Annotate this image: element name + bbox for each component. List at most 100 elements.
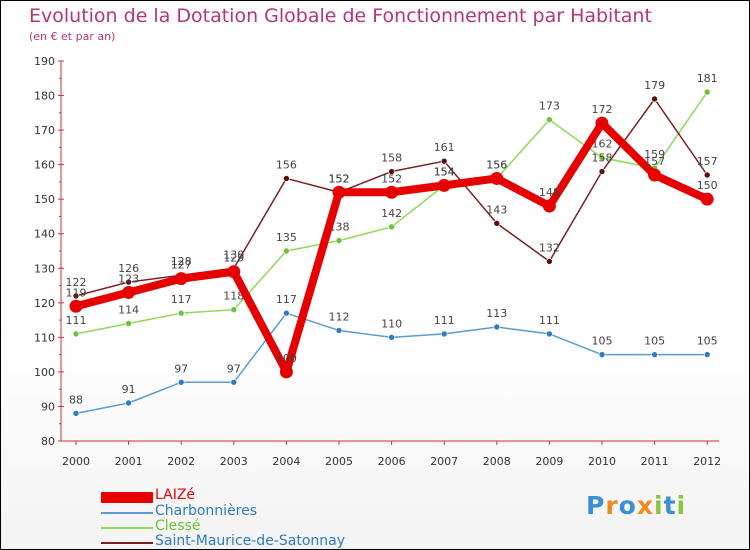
logo-letter: o bbox=[618, 491, 637, 520]
data-label: 105 bbox=[697, 335, 718, 348]
y-tick-label: 160 bbox=[34, 159, 55, 172]
data-label: 91 bbox=[122, 383, 136, 396]
x-tick-label: 2010 bbox=[588, 455, 616, 468]
data-point bbox=[703, 88, 711, 96]
data-label: 159 bbox=[644, 148, 665, 161]
data-label: 158 bbox=[381, 152, 402, 165]
data-point bbox=[388, 223, 395, 231]
y-tick-label: 140 bbox=[34, 228, 55, 241]
y-tick-label: 120 bbox=[34, 297, 55, 310]
data-point bbox=[72, 330, 80, 338]
data-label: 88 bbox=[69, 393, 83, 406]
legend-item-charbonnieres: Charbonnières bbox=[101, 503, 401, 520]
data-label: 142 bbox=[381, 207, 402, 220]
data-point bbox=[440, 157, 448, 165]
data-label: 119 bbox=[66, 286, 87, 299]
data-label: 114 bbox=[118, 304, 139, 317]
data-point bbox=[651, 351, 658, 358]
y-tick-label: 80 bbox=[41, 435, 55, 448]
data-label: 97 bbox=[174, 362, 188, 375]
data-label: 161 bbox=[434, 141, 455, 154]
data-point bbox=[700, 192, 714, 206]
data-label: 110 bbox=[381, 317, 402, 330]
data-label: 173 bbox=[539, 100, 560, 113]
data-label: 100 bbox=[276, 352, 297, 365]
y-tick-label: 150 bbox=[34, 193, 55, 206]
x-tick-label: 2002 bbox=[167, 455, 195, 468]
data-label: 156 bbox=[486, 158, 507, 171]
data-point bbox=[125, 320, 132, 327]
data-point bbox=[493, 220, 501, 227]
data-point bbox=[598, 351, 606, 358]
x-tick-label: 2000 bbox=[62, 455, 90, 468]
data-point bbox=[69, 299, 83, 313]
data-point bbox=[125, 399, 132, 407]
data-point bbox=[648, 168, 662, 182]
data-point bbox=[493, 323, 501, 331]
data-label: 150 bbox=[697, 179, 718, 192]
data-label: 117 bbox=[276, 293, 297, 306]
data-label: 152 bbox=[329, 172, 350, 185]
x-tick-label: 2004 bbox=[272, 455, 300, 468]
data-label: 143 bbox=[486, 203, 507, 216]
y-tick-label: 180 bbox=[34, 90, 55, 103]
data-label: 162 bbox=[592, 138, 613, 151]
data-point bbox=[283, 175, 290, 182]
data-point bbox=[388, 168, 395, 175]
data-point bbox=[437, 178, 451, 192]
data-point bbox=[703, 171, 711, 179]
data-point bbox=[283, 309, 290, 317]
legend-swatch bbox=[101, 512, 153, 514]
data-label: 123 bbox=[118, 272, 139, 285]
data-point bbox=[332, 185, 346, 199]
data-point bbox=[546, 330, 553, 338]
data-point bbox=[546, 258, 553, 265]
data-point bbox=[703, 351, 711, 358]
x-tick-label: 2006 bbox=[378, 455, 406, 468]
data-point bbox=[546, 116, 553, 124]
data-point bbox=[598, 168, 606, 175]
data-label: 158 bbox=[592, 152, 613, 165]
data-label: 126 bbox=[118, 262, 139, 275]
data-point bbox=[174, 272, 188, 286]
data-label: 156 bbox=[486, 158, 507, 171]
data-label: 113 bbox=[486, 307, 507, 320]
data-label: 111 bbox=[66, 314, 87, 327]
data-point bbox=[230, 378, 238, 386]
data-label: 181 bbox=[697, 72, 718, 85]
logo-letter: r bbox=[605, 491, 619, 520]
data-point bbox=[72, 410, 80, 417]
data-point bbox=[385, 185, 399, 199]
data-point bbox=[651, 95, 658, 103]
legend-swatch bbox=[101, 542, 153, 544]
data-label: 112 bbox=[329, 310, 350, 323]
data-label: 105 bbox=[592, 335, 613, 348]
logo-letter: i bbox=[654, 491, 664, 520]
legend-label: Clessé bbox=[155, 518, 201, 534]
legend-item-laize: LAIZé bbox=[101, 487, 401, 505]
x-tick-label: 2003 bbox=[220, 455, 248, 468]
data-point bbox=[598, 154, 606, 162]
logo-letter: t bbox=[663, 491, 677, 520]
data-label: 97 bbox=[227, 362, 241, 375]
chart-subtitle: (en € et par an) bbox=[29, 30, 116, 43]
x-tick-label: 2007 bbox=[430, 455, 458, 468]
data-point bbox=[283, 247, 290, 255]
legend-item-saint-maurice: Saint-Maurice-de-Satonnay bbox=[101, 533, 401, 550]
legend-label: LAIZé bbox=[155, 487, 196, 503]
data-point bbox=[335, 237, 343, 244]
data-point bbox=[335, 327, 343, 334]
y-tick-label: 170 bbox=[34, 124, 55, 137]
data-point bbox=[595, 116, 609, 130]
data-label: 172 bbox=[592, 103, 613, 116]
x-tick-label: 2009 bbox=[535, 455, 563, 468]
data-point bbox=[227, 265, 241, 279]
proxiti-logo: Proxiti bbox=[586, 491, 686, 520]
chart-title: Evolution de la Dotation Globale de Fonc… bbox=[29, 5, 652, 27]
legend-label: Saint-Maurice-de-Satonnay bbox=[155, 533, 345, 549]
logo-letter: i bbox=[676, 491, 687, 520]
x-tick-label: 2005 bbox=[325, 455, 353, 468]
data-point bbox=[230, 306, 238, 314]
logo-letter: x bbox=[636, 491, 654, 520]
